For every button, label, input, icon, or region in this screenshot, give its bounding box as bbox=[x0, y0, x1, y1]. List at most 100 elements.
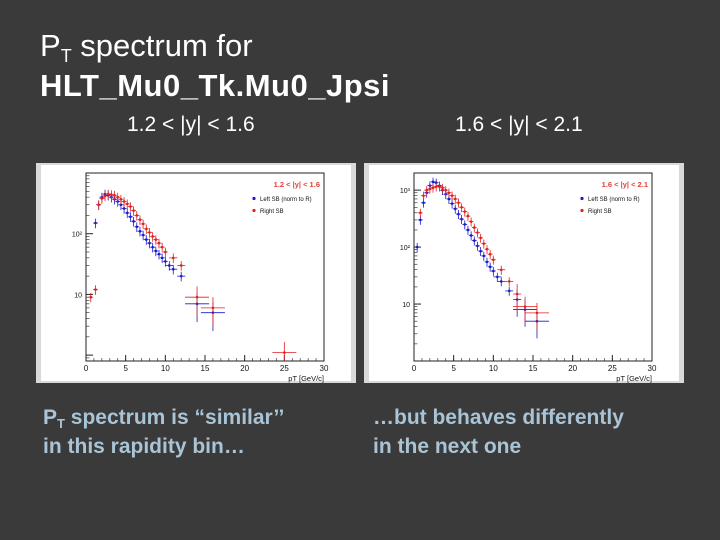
data-point bbox=[125, 202, 129, 206]
legend-entry: Left SB (norm to R) bbox=[588, 197, 640, 203]
data-point bbox=[141, 233, 145, 237]
data-point bbox=[515, 292, 519, 296]
data-point bbox=[195, 295, 199, 299]
y-tick-label: 10² bbox=[72, 232, 83, 239]
data-point bbox=[492, 258, 495, 262]
data-point bbox=[499, 280, 503, 283]
data-point bbox=[100, 197, 104, 200]
slide-title: PT spectrum for HLT_Mu0_Tk.Mu0_Jpsi bbox=[40, 26, 390, 106]
bin-label-right: 1.6 < |y| < 2.1 bbox=[455, 113, 583, 136]
data-point bbox=[179, 274, 183, 278]
plot-right: 0 5 10 15 20 25 30 10 10² 10³ pT [GeV/c] 1.6 < |y| … bbox=[364, 163, 684, 383]
series-right-sb bbox=[88, 189, 297, 361]
plot-left: 0 5 10 15 20 25 30 10 10² pT [GeV/c] 1.2 < |y| < 1… bbox=[36, 163, 356, 383]
data-point bbox=[144, 227, 148, 231]
legend-title: 1.2 < |y| < 1.6 bbox=[274, 180, 320, 189]
data-point bbox=[132, 220, 135, 223]
data-point bbox=[460, 205, 463, 209]
data-point bbox=[422, 201, 425, 205]
data-point bbox=[422, 194, 425, 197]
x-tick-label: 30 bbox=[648, 364, 657, 373]
data-point bbox=[138, 229, 142, 233]
data-point bbox=[425, 188, 428, 192]
data-point bbox=[523, 305, 527, 308]
data-point bbox=[431, 186, 435, 190]
series-right-sb bbox=[417, 182, 549, 331]
data-point bbox=[160, 256, 164, 260]
data-point bbox=[168, 264, 171, 267]
data-point bbox=[144, 238, 148, 241]
x-tick-label: 15 bbox=[529, 364, 538, 373]
x-tick-label: 25 bbox=[280, 364, 289, 373]
title-line-1: PT spectrum for bbox=[40, 26, 390, 66]
caption-right: …but behaves differently in the next one bbox=[373, 403, 624, 461]
legend-entry: Right SB bbox=[260, 209, 284, 215]
caption-left-line2: in this rapidity bin… bbox=[43, 435, 245, 458]
data-point bbox=[463, 210, 467, 213]
data-point bbox=[479, 249, 482, 253]
data-point bbox=[476, 231, 479, 234]
data-point bbox=[428, 187, 432, 191]
title-subscript: T bbox=[60, 46, 72, 66]
y-tick-label: 10² bbox=[400, 245, 411, 252]
data-point bbox=[148, 231, 151, 234]
x-tick-label: 10 bbox=[489, 364, 498, 373]
data-point bbox=[507, 280, 511, 283]
data-point bbox=[106, 192, 110, 196]
plot-canvas bbox=[369, 165, 679, 381]
data-point bbox=[457, 212, 460, 216]
data-point bbox=[419, 218, 422, 222]
data-point bbox=[479, 236, 482, 240]
data-point bbox=[132, 209, 135, 212]
data-point bbox=[499, 268, 503, 272]
data-point bbox=[164, 260, 167, 263]
data-point bbox=[488, 265, 492, 269]
title-p: P bbox=[40, 28, 61, 63]
data-point bbox=[447, 197, 451, 201]
data-point bbox=[496, 275, 499, 279]
legend-entry: Left SB (norm to R) bbox=[260, 197, 312, 203]
title-line-2: HLT_Mu0_Tk.Mu0_Jpsi bbox=[40, 68, 391, 103]
data-point bbox=[450, 202, 454, 205]
data-point bbox=[453, 207, 457, 211]
data-point bbox=[154, 238, 158, 241]
data-point bbox=[119, 203, 123, 207]
data-point bbox=[441, 186, 444, 190]
data-point bbox=[466, 228, 470, 232]
data-point bbox=[472, 239, 476, 242]
caption-right-line2: in the next one bbox=[373, 435, 522, 458]
data-point bbox=[444, 188, 448, 192]
data-point bbox=[482, 242, 486, 245]
data-point bbox=[463, 223, 467, 226]
data-point bbox=[179, 264, 183, 267]
plot-left-svg: 0 5 10 15 20 25 30 10 10² pT [GeV/c] 1.2 < |y| < 1… bbox=[41, 165, 351, 383]
x-axis-label: pT [GeV/c] bbox=[616, 374, 652, 383]
data-point bbox=[469, 220, 473, 223]
data-point bbox=[450, 194, 454, 197]
data-point bbox=[535, 311, 539, 315]
data-point bbox=[129, 205, 132, 208]
data-point bbox=[157, 252, 161, 256]
x-tick-label: 5 bbox=[451, 364, 456, 373]
data-point bbox=[103, 194, 107, 198]
data-point bbox=[110, 193, 113, 196]
data-point bbox=[171, 256, 175, 260]
x-tick-label: 20 bbox=[568, 364, 577, 373]
data-point bbox=[148, 241, 151, 245]
y-tick-label: 10 bbox=[402, 302, 410, 309]
data-point bbox=[434, 185, 438, 188]
data-point bbox=[122, 207, 126, 210]
legend-entry: Right SB bbox=[588, 209, 612, 215]
data-point bbox=[116, 195, 120, 199]
legend-marker bbox=[252, 208, 256, 213]
data-point bbox=[160, 245, 164, 249]
x-tick-label: 0 bbox=[412, 364, 417, 373]
data-point bbox=[488, 252, 492, 256]
caption-left-p: P bbox=[43, 406, 58, 429]
data-point bbox=[97, 203, 100, 207]
data-point bbox=[211, 306, 215, 310]
data-point bbox=[453, 197, 457, 201]
data-point bbox=[94, 221, 97, 225]
x-tick-label: 20 bbox=[240, 364, 249, 373]
x-tick-label: 0 bbox=[84, 364, 89, 373]
